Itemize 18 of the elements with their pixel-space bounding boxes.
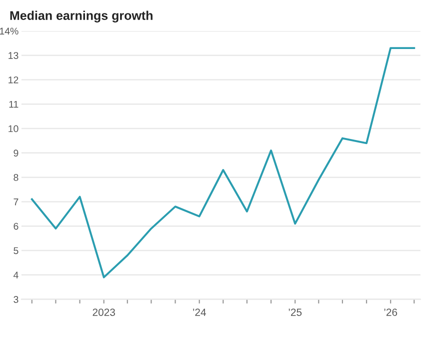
y-tick-label: 9 xyxy=(14,150,18,157)
y-tick-label: 3 xyxy=(14,296,18,303)
y-tick-label: 4 xyxy=(13,272,18,278)
x-tick-label: ’26 xyxy=(384,308,398,316)
x-tick-label: ’24 xyxy=(193,308,206,316)
y-tick-label: 6 xyxy=(14,222,18,230)
x-tick-label: 2023 xyxy=(92,308,115,316)
y-tick-label: 8 xyxy=(14,174,18,181)
y-tick-label: 14% xyxy=(0,28,18,35)
y-tick-label: 7 xyxy=(14,198,18,206)
y-tick-label: 11 xyxy=(9,100,18,108)
y-tick-label: 10 xyxy=(8,125,18,132)
y-tick-label: 12 xyxy=(8,76,18,84)
chart-title: Median earnings growth xyxy=(10,10,152,22)
y-tick-label: 13 xyxy=(8,52,18,59)
line-series xyxy=(30,47,416,278)
y-tick-label: 5 xyxy=(14,247,18,254)
x-tick-label: ’25 xyxy=(288,308,302,316)
